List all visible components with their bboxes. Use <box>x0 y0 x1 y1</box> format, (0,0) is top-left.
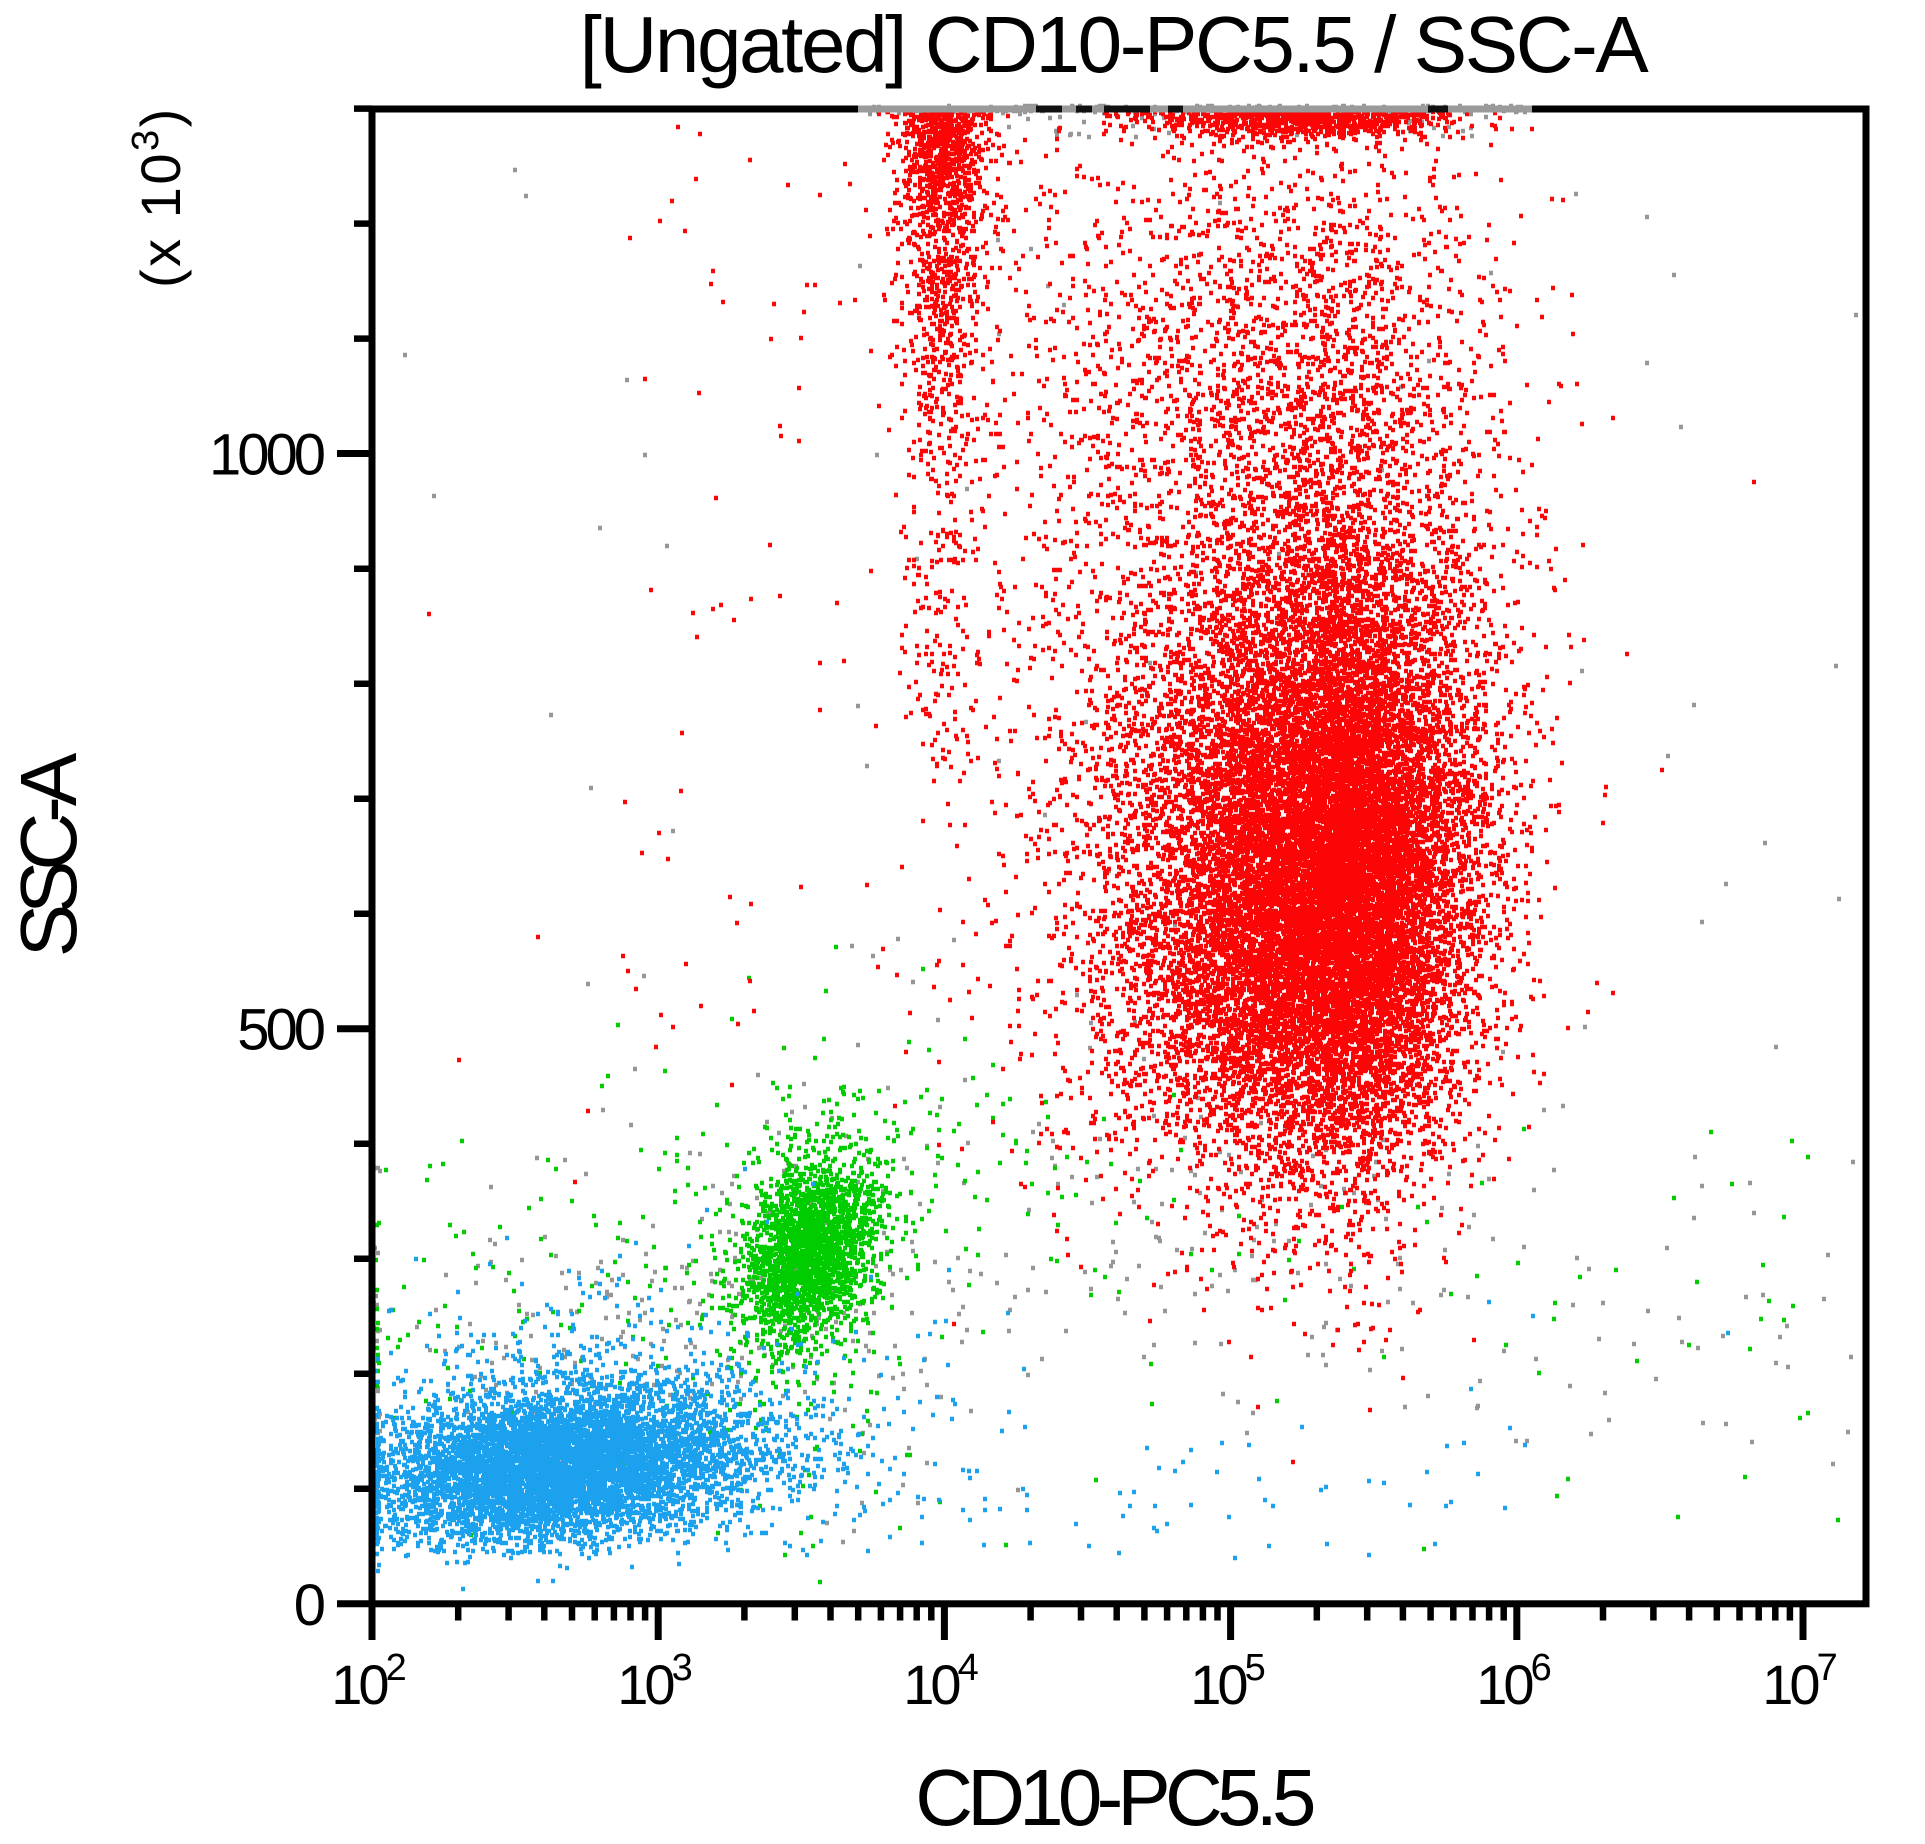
svg-text:102: 102 <box>331 1647 405 1716</box>
svg-text:1000: 1000 <box>209 423 324 488</box>
svg-text:104: 104 <box>903 1647 978 1716</box>
svg-text:106: 106 <box>1476 1647 1550 1716</box>
svg-text:[Ungated] CD10-PC5.5 / SSC-A: [Ungated] CD10-PC5.5 / SSC-A <box>580 0 1650 89</box>
svg-text:CD10-PC5.5: CD10-PC5.5 <box>915 1753 1314 1842</box>
svg-text:107: 107 <box>1762 1647 1836 1716</box>
svg-text:SSC-A: SSC-A <box>4 752 93 957</box>
svg-text:103: 103 <box>617 1647 691 1716</box>
svg-text:(x 103): (x 103) <box>125 106 192 288</box>
svg-text:105: 105 <box>1190 1647 1264 1716</box>
svg-text:0: 0 <box>294 1573 326 1638</box>
svg-text:500: 500 <box>237 998 324 1063</box>
